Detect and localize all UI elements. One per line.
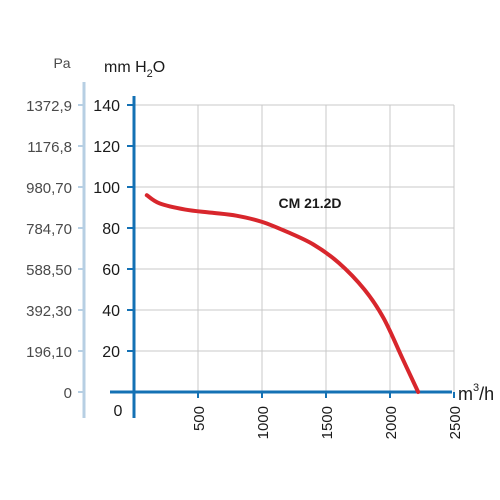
x-axis-unit: m3/h <box>458 382 494 404</box>
pa-tick-label: 0 <box>64 385 72 402</box>
pa-tick-label: 784,70 <box>26 221 72 238</box>
y-tick-label: 100 <box>93 180 120 197</box>
y-tick-label: 80 <box>102 221 120 238</box>
x-zero-label: 0 <box>114 403 123 420</box>
x-tick-label: 2000 <box>383 406 400 439</box>
y-tick-label: 140 <box>93 98 120 115</box>
y-tick-label: 120 <box>93 139 120 156</box>
pa-tick-label: 980,70 <box>26 180 72 197</box>
y-tick-label: 40 <box>102 303 120 320</box>
performance-curve <box>144 193 421 394</box>
y-tick-label: 20 <box>102 344 120 361</box>
pa-tick-label: 196,10 <box>26 344 72 361</box>
x-tick-label: 1000 <box>255 406 272 439</box>
main-axes: 500 1000 1500 2000 2500 20 40 60 80 100 120 140 <box>93 96 464 439</box>
pa-tick-label: 392,30 <box>26 303 72 320</box>
x-tick-label: 500 <box>191 406 208 431</box>
y-tick-label: 60 <box>102 262 120 279</box>
x-tick-label: 1500 <box>319 406 336 439</box>
pa-unit-label: Pa <box>53 55 70 71</box>
y-axis-unit: mm H2O <box>104 59 165 80</box>
series-label: CM 21.2D <box>278 195 341 211</box>
x-tick-label: 2500 <box>447 406 464 439</box>
curve-group: CM 21.2D <box>144 193 421 394</box>
pa-tick-label: 588,50 <box>26 262 72 279</box>
pa-tick-label: 1176,8 <box>27 139 72 156</box>
pa-axis: Pa 0 196,10 392,30 588,50 784,70 980,70 1176,8… <box>26 55 86 418</box>
grid-lines <box>134 104 455 392</box>
pa-tick-label: 1372,9 <box>26 98 72 115</box>
